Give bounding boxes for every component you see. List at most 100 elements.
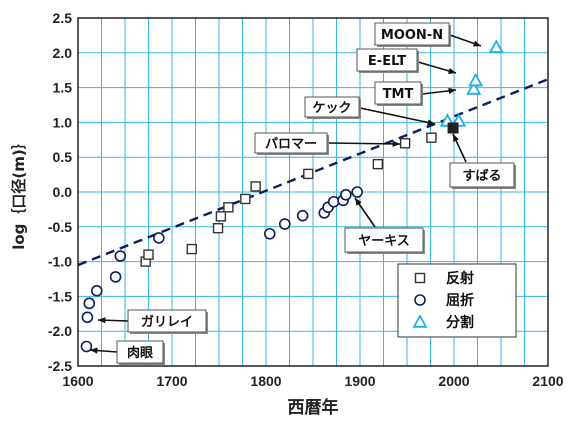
data-point-circle <box>114 250 127 262</box>
annotation-arrowhead <box>98 317 106 324</box>
annotation: すばる <box>449 133 516 189</box>
annotation-box <box>116 340 164 364</box>
trend-line-group <box>77 78 549 267</box>
annotation-box <box>449 162 515 188</box>
legend-marker-triangle <box>412 314 428 328</box>
annotation-label: ヤーキス <box>358 234 410 249</box>
data-point-square <box>215 211 227 222</box>
y-tick-label: 2.5 <box>53 10 73 26</box>
annotation: ケック <box>304 96 436 126</box>
y-tick-label: 1.0 <box>53 114 73 130</box>
annotation-arrowhead <box>453 134 459 142</box>
legend-marker-circle <box>414 294 426 306</box>
annotation-box <box>254 132 328 154</box>
annotation-arrowhead <box>448 87 456 94</box>
annotation-box <box>374 81 422 105</box>
data-point-circle <box>81 311 94 324</box>
annotation: TMT <box>374 81 457 106</box>
x-tick-label: 2100 <box>532 373 563 389</box>
legend-marker-square <box>414 272 426 284</box>
y-tick-label: 1.5 <box>53 80 73 96</box>
x-tick-labels: 1600 1700 1800 1900 2000 2100 <box>62 373 563 389</box>
annotation-box <box>374 22 450 46</box>
annotation-arrow-shaft <box>327 142 401 145</box>
data-point-square <box>250 181 261 192</box>
data-point-circle <box>296 209 309 222</box>
data-point-square <box>426 132 437 143</box>
annotation-box <box>304 96 360 118</box>
annotation: E-ELT <box>356 48 457 74</box>
data-point-circle <box>327 195 340 208</box>
data-point-triangle <box>468 72 484 87</box>
annotation-label: ガリレイ <box>141 315 193 330</box>
plot-frame <box>77 17 549 367</box>
x-tick-label: 2000 <box>438 373 469 389</box>
annotation-box <box>344 227 424 253</box>
legend-label: 屈折 <box>446 292 474 309</box>
y-tick-label: -1.0 <box>48 254 72 270</box>
data-point-circle <box>263 227 276 240</box>
y-tick-label: -1.5 <box>48 288 72 304</box>
annotation-arrowhead <box>473 40 481 47</box>
annotation-arrowhead <box>90 347 98 354</box>
y-tick-label: -0.5 <box>48 219 72 235</box>
data-point-square <box>223 202 234 213</box>
data-point-filled-square <box>447 122 459 134</box>
annotation-arrow-shaft <box>359 107 436 125</box>
annotation-arrowhead <box>355 198 362 206</box>
y-tick-label: 2.0 <box>53 45 73 61</box>
x-tick-label: 1900 <box>344 373 375 389</box>
data-point-circle <box>91 285 103 297</box>
y-tick-label: -2.0 <box>48 323 72 339</box>
legend-label: 反射 <box>446 270 474 287</box>
data-point-circle <box>80 340 93 353</box>
y-tick-label: 0.5 <box>53 149 73 165</box>
data-point-triangle <box>466 81 482 95</box>
annotation-label: ケック <box>312 101 351 116</box>
data-point-circle <box>351 186 363 198</box>
annotation-label: すばる <box>462 169 501 184</box>
annotation-box <box>356 48 418 72</box>
data-point-circle <box>278 218 291 230</box>
data-point-square <box>240 193 251 205</box>
annotation-arrowhead <box>448 67 456 74</box>
data-point-circle <box>153 232 165 244</box>
data-point-square <box>186 243 197 255</box>
data-point-square <box>212 222 224 234</box>
annotation-label: MOON-N <box>381 28 443 43</box>
x-axis-title: 西暦年 <box>288 397 339 418</box>
annotation-box <box>127 309 207 333</box>
data-point-square <box>399 138 411 149</box>
annotation-label: 肉眼 <box>127 345 154 361</box>
y-tick-label: -2.5 <box>48 358 72 374</box>
trend-line <box>77 78 549 267</box>
annotation: ヤーキス <box>344 197 425 254</box>
x-tick-label: 1700 <box>156 373 187 389</box>
annotation-label: パロマー <box>265 137 317 152</box>
data-point-circle <box>340 188 352 201</box>
data-point-square <box>143 249 154 260</box>
annotation: 肉眼 <box>89 340 165 365</box>
legend-label: 分割 <box>446 314 474 331</box>
data-point-square <box>303 168 314 180</box>
y-tick-label: 0.0 <box>53 184 73 200</box>
x-tick-label: 1800 <box>250 373 281 389</box>
data-point-square <box>372 158 384 170</box>
annotation-label: TMT <box>383 87 414 102</box>
annotation-arrowhead <box>392 140 400 148</box>
x-tick-label: 1600 <box>62 373 93 389</box>
data-point-circle <box>83 297 96 310</box>
y-axis-title: log｛口径(m)｝ <box>10 134 28 250</box>
annotation: パロマー <box>254 132 401 155</box>
data-points <box>80 39 504 353</box>
annotation-label: E-ELT <box>368 54 406 69</box>
data-point-triangle <box>488 39 504 53</box>
y-tick-labels: -2.5 -2.0 -1.5 -1.0 -0.5 0.0 0.5 1.0 1.5 2.0 2.5 <box>48 10 72 374</box>
annotation: ガリレイ <box>97 309 208 334</box>
annotation: MOON-N <box>374 22 482 47</box>
data-point-circle <box>109 271 122 283</box>
